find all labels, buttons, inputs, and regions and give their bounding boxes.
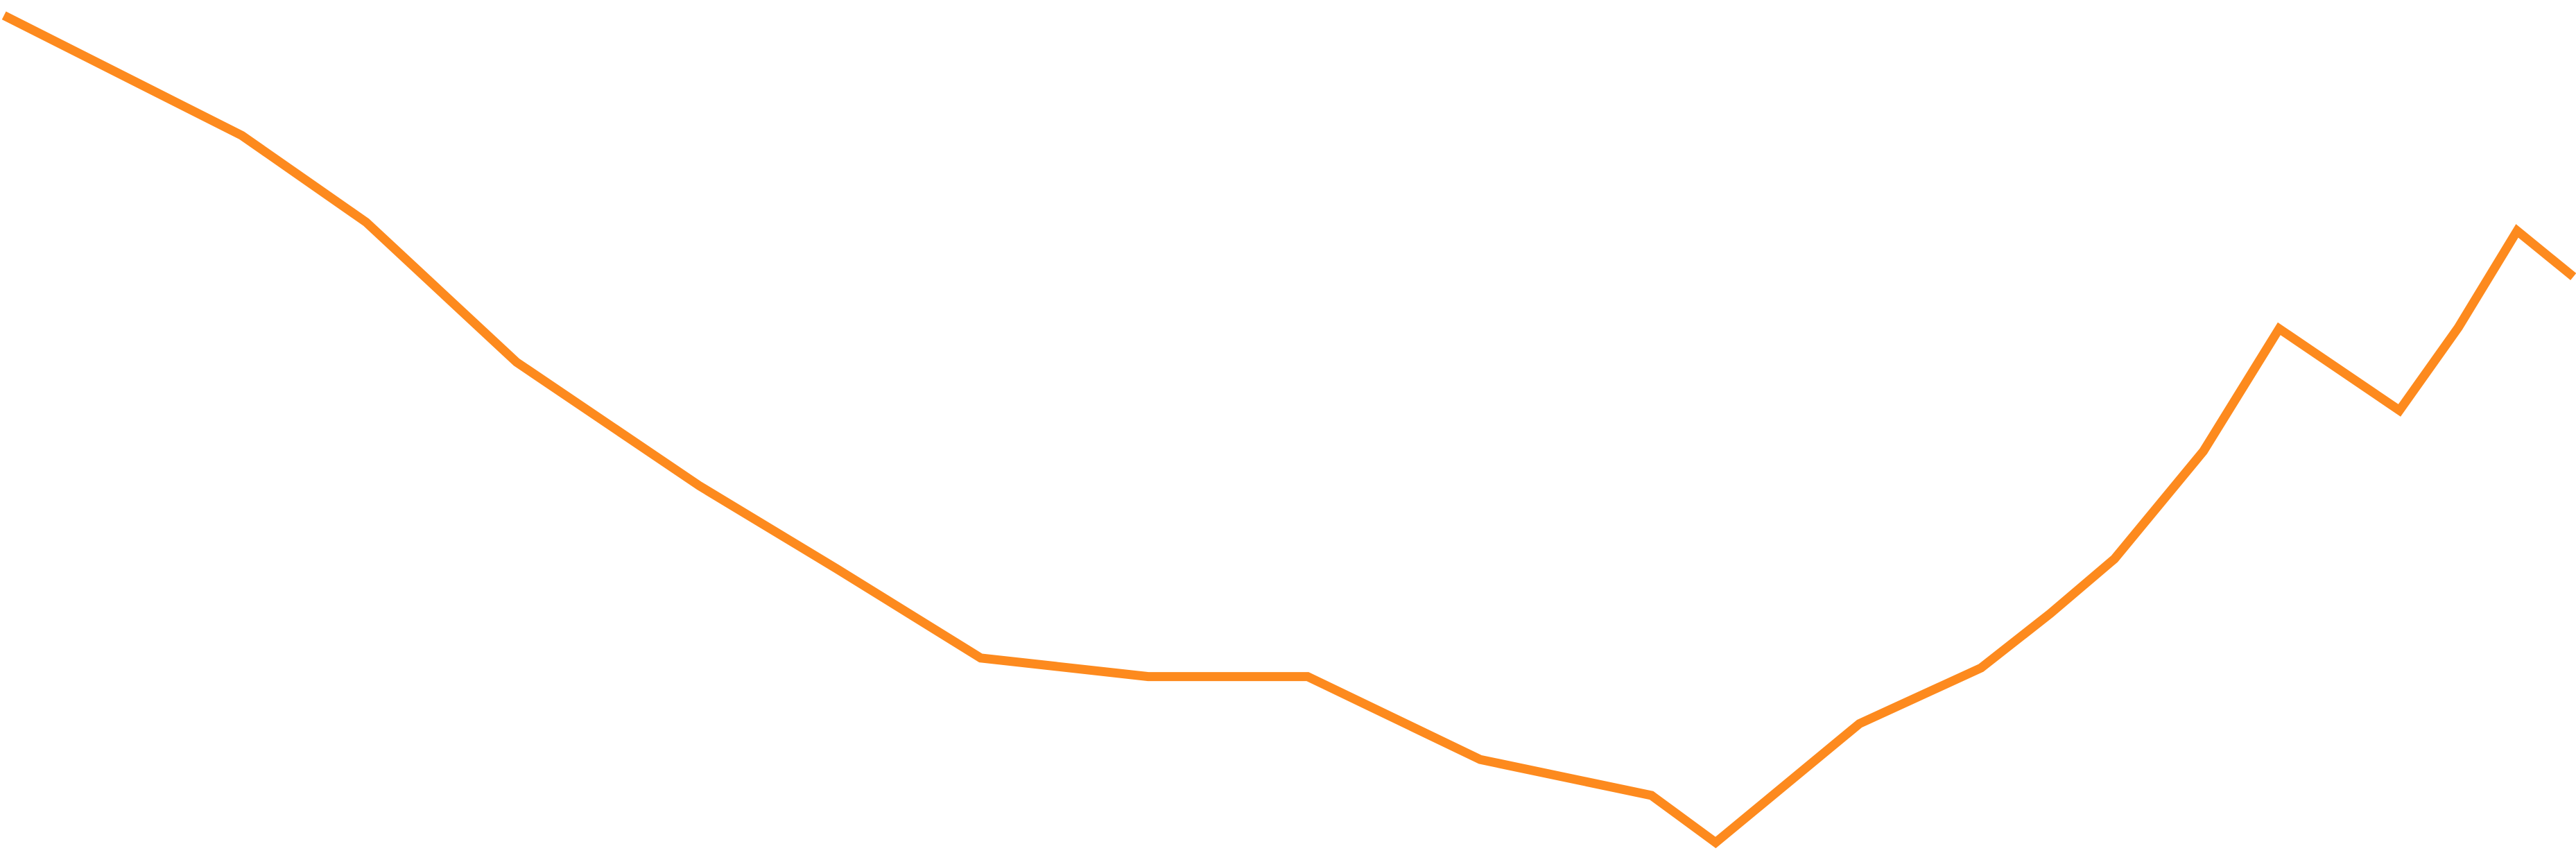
line (1, 11, 2576, 849)
